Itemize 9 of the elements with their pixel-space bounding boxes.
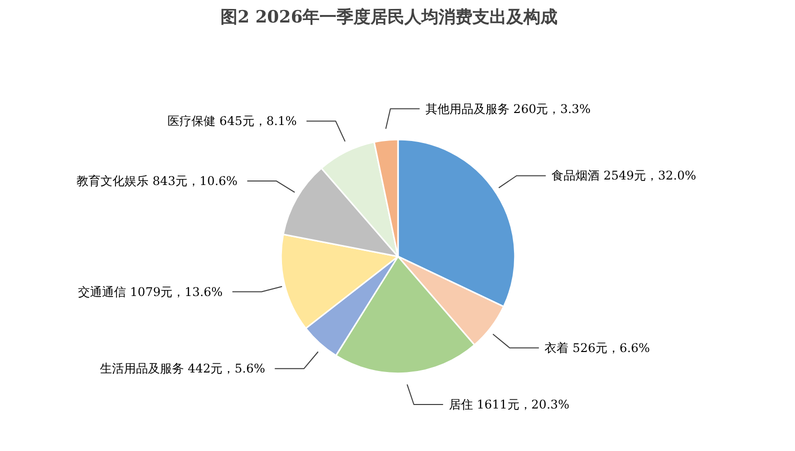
slice-label: 食品烟酒 2549元，32.0%: [552, 168, 696, 183]
slice-label: 医疗保健 645元，8.1%: [168, 114, 297, 128]
slice-label: 教育文化娱乐 843元，10.6%: [76, 174, 238, 188]
chart-title: 图2 2026年一季度居民人均消费支出及构成: [220, 8, 558, 28]
slice-label: 交通通信 1079元，13.6%: [78, 284, 223, 299]
slice-label: 衣着 526元，6.6%: [544, 340, 650, 355]
slice-label: 居住 1611元，20.3%: [448, 398, 570, 412]
slice-label: 生活用品及服务 442元，5.6%: [100, 362, 266, 376]
slice-label: 其他用品及服务 260元，3.3%: [426, 102, 591, 116]
